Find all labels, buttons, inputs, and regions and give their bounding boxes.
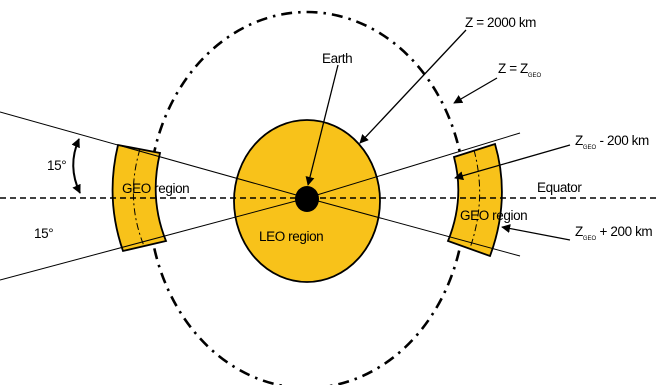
boundary-line-lower-right — [306, 197, 521, 257]
label-earth: Earth — [322, 51, 352, 66]
boundary-line-upper-right — [306, 132, 521, 199]
geo-region-left — [111, 143, 168, 253]
geo-region-right — [446, 142, 503, 258]
label-angle-bottom: 15° — [34, 226, 53, 241]
boundary-line-upper-left — [0, 111, 308, 199]
earth — [295, 186, 319, 212]
label-zgeo-minus: ZGEO - 200 km — [575, 133, 649, 151]
label-angle-top: 15° — [47, 158, 66, 173]
label-geo-region-right: GEO region — [460, 208, 527, 223]
label-zgeo: Z = ZGEO — [498, 61, 542, 79]
angle-arc — [71, 138, 81, 194]
arrow-earth — [305, 64, 339, 186]
label-zminus-sub: GEO — [583, 145, 597, 151]
label-leo-region: LEO region — [259, 229, 323, 244]
label-zgeo-plus: ZGEO + 200 km — [575, 224, 652, 242]
geo-right-centerline — [469, 149, 481, 249]
label-zgeo-main: Z = Z — [498, 61, 528, 76]
label-z2000: Z = 2000 km — [465, 15, 536, 30]
label-zgeo-sub: GEO — [528, 73, 542, 79]
label-zplus-sub: GEO — [583, 236, 597, 242]
arrow-zminus — [454, 144, 571, 181]
label-zminus-rest: - 200 km — [596, 133, 649, 148]
label-zplus-rest: + 200 km — [596, 224, 652, 239]
arrow-zgeo — [453, 77, 498, 104]
label-zminus-main: Z — [575, 133, 583, 148]
arrow-z2000 — [359, 29, 467, 144]
label-geo-region-left: GEO region — [122, 181, 189, 196]
arrow-zplus — [501, 224, 571, 241]
boundary-line-lower-left — [0, 197, 308, 281]
label-equator: Equator — [537, 180, 582, 195]
label-zplus-main: Z — [575, 224, 583, 239]
